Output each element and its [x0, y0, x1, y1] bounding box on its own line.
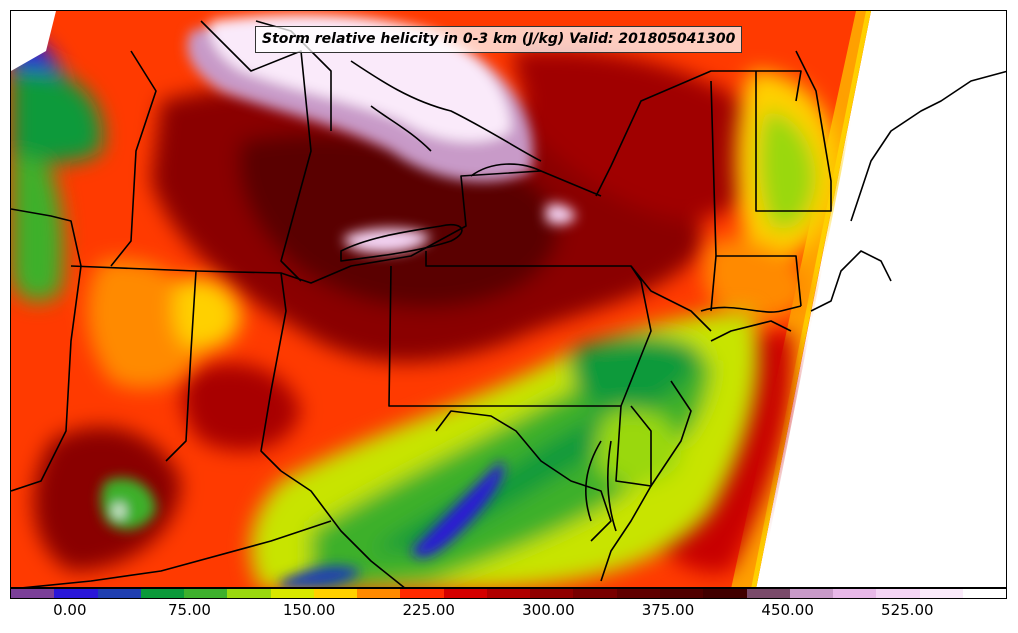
colorbar-tick-label: 75.00	[167, 601, 211, 619]
chesapeake	[585, 440, 617, 532]
colorbar-swatch	[313, 589, 358, 598]
field-white-west-dot	[114, 504, 124, 518]
helicity-field	[11, 11, 1006, 587]
colorbar-tick-label: 525.00	[881, 601, 934, 619]
boundary-lines-15	[110, 50, 157, 267]
boundary-lines-18	[700, 305, 802, 313]
field-white-ne	[546, 204, 576, 225]
boundary-lines-20	[470, 163, 542, 177]
colorbar-swatch	[530, 589, 574, 598]
colorbar-swatch	[400, 589, 444, 598]
field-blue-south-2	[281, 565, 361, 587]
boundary-lines-9	[710, 255, 717, 312]
colorbar-swatch	[486, 589, 531, 598]
field-orange-ne	[704, 238, 811, 322]
field-green-ne	[759, 111, 816, 229]
boundary-lines-12	[435, 410, 612, 542]
map-panel: Storm relative helicity in 0-3 km (J/kg)…	[10, 10, 1007, 588]
field-green-east	[570, 336, 701, 411]
boundary-lines-8	[710, 80, 802, 307]
boundary-lines-19	[340, 223, 463, 262]
nodata-northwest	[11, 11, 56, 71]
colorbar-tick-label: 225.00	[402, 601, 455, 619]
colorbar-swatch	[919, 589, 963, 598]
lake-outline-north	[350, 60, 542, 162]
boundary-lines-14	[22, 520, 332, 587]
boundary-lines-4	[280, 170, 602, 284]
boundaries	[11, 20, 1006, 587]
boundary-lines-7	[595, 70, 802, 197]
coastline-mid-atlantic	[600, 320, 792, 582]
field-yellow-west	[173, 278, 241, 350]
field-darkgreen-south	[371, 381, 661, 551]
colorbar-tick-labels: 0.00 75.00 150.00 225.00 300.00 375.00 450.00 5…	[10, 601, 1007, 625]
field-darkred-north	[511, 49, 777, 221]
coastline-east	[810, 70, 1006, 312]
colorbar-swatch	[616, 589, 660, 598]
colorbar-tick-label: 375.00	[641, 601, 695, 619]
colorbar-swatch	[11, 589, 55, 598]
boundary-lines-5	[388, 265, 652, 407]
boundary-lines-3	[195, 270, 287, 472]
boundary-lines-16	[200, 20, 312, 282]
boundary-lines-6	[425, 251, 712, 332]
colorbar-swatch	[357, 589, 401, 598]
colorbar-swatch	[962, 589, 1007, 598]
colorbar-swatch	[659, 589, 704, 598]
colorbar-swatch	[140, 589, 185, 598]
colorbar-tick-label: 0.00	[53, 601, 87, 619]
colorbar-swatch	[227, 589, 271, 598]
colorbar-swatch	[184, 589, 228, 598]
colorbar-swatch	[54, 589, 98, 598]
field-white-center	[344, 228, 431, 253]
helicity-colorbar	[10, 588, 1007, 599]
colorbar-swatch	[703, 589, 747, 598]
boundary-lines	[11, 208, 82, 492]
boundary-lines-2	[70, 265, 197, 462]
colorbar-swatch	[789, 589, 834, 598]
colorbar-swatch	[833, 589, 877, 598]
colorbar-swatch	[573, 589, 617, 598]
colorbar-tick-label: 300.00	[522, 601, 575, 619]
boundary-lines-10	[755, 50, 832, 212]
colorbar-swatch	[97, 589, 141, 598]
colorbar-swatch	[270, 589, 314, 598]
field-green-west-patch	[100, 477, 156, 530]
colorbar-tick-label: 450.00	[761, 601, 814, 619]
helicity-map	[11, 11, 1006, 587]
colorbar-tick-label: 150.00	[282, 601, 336, 619]
map-title: Storm relative helicity in 0-3 km (J/kg)…	[255, 26, 743, 53]
colorbar-swatch	[443, 589, 487, 598]
field-green-nw	[11, 69, 103, 163]
colorbar-swatch	[746, 589, 790, 598]
field-blue-south	[411, 461, 504, 558]
nodata-east	[759, 11, 1006, 587]
field-green-far-west	[11, 131, 64, 302]
boundary-lines-13	[280, 470, 405, 587]
colorbar-swatch	[876, 589, 920, 598]
